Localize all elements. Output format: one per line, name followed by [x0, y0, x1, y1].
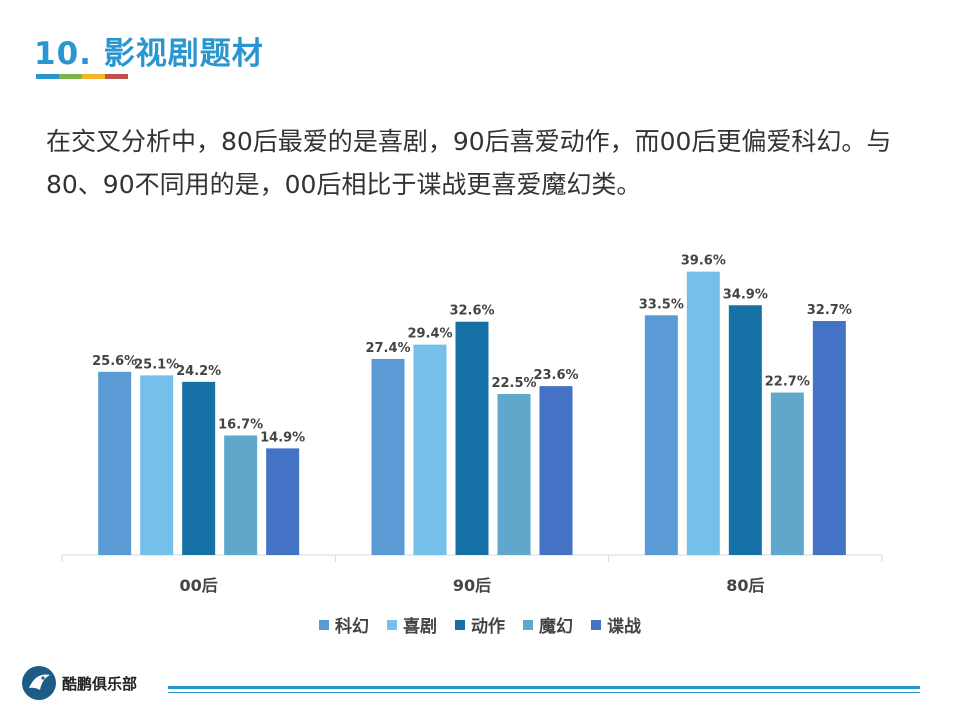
legend-swatch: [455, 619, 465, 630]
legend-item: 谍战: [591, 612, 641, 637]
bar-谍战: [539, 386, 573, 555]
legend-swatch: [387, 619, 397, 630]
logo-text: 酷鹏俱乐部: [62, 674, 138, 693]
footer-rule: [168, 686, 920, 689]
category-label: 00后: [180, 576, 218, 595]
data-label: 29.4%: [407, 327, 452, 342]
chart-legend: 科幻 喜剧 动作 魔幻 谍战: [0, 612, 960, 637]
bar-喜剧: [686, 271, 720, 555]
data-label: 24.2%: [176, 364, 221, 379]
bar-科幻: [644, 315, 678, 555]
page-title: 10. 影视剧题材: [34, 36, 264, 72]
legend-label: 动作: [471, 617, 505, 637]
bar-谍战: [266, 448, 300, 555]
analysis-text: 在交叉分析中，80后最爱的是喜剧，90后喜爱动作，而00后更偏爱科幻。与80、9…: [46, 127, 892, 199]
bar-魔幻: [770, 392, 804, 555]
title-underline-segment: [82, 74, 105, 79]
bar-魔幻: [224, 435, 258, 555]
brand-logo: 酷鹏俱乐部: [22, 666, 137, 700]
data-label: 14.9%: [260, 430, 305, 445]
bar-动作: [455, 321, 489, 555]
legend-label: 魔幻: [539, 617, 573, 637]
bar-魔幻: [497, 394, 531, 555]
legend-label: 喜剧: [403, 617, 437, 637]
data-label: 16.7%: [218, 418, 263, 433]
title-underline: [36, 74, 128, 79]
bar-动作: [728, 305, 762, 555]
title-underline-segment: [36, 74, 59, 79]
penguin-icon: [22, 666, 56, 700]
footer-rule-thin: [168, 692, 920, 693]
title-underline-segment: [59, 74, 82, 79]
data-label: 23.6%: [533, 368, 578, 383]
data-label: 34.9%: [723, 287, 768, 302]
legend-swatch: [523, 619, 533, 630]
data-label: 22.5%: [491, 376, 536, 391]
legend-swatch: [319, 619, 329, 630]
legend-item: 动作: [455, 612, 505, 637]
data-label: 27.4%: [365, 341, 410, 356]
bar-科幻: [98, 371, 132, 555]
title-underline-segment: [105, 74, 128, 79]
data-label: 32.7%: [807, 303, 852, 318]
legend-swatch: [591, 619, 601, 630]
bar-动作: [182, 381, 216, 555]
legend-item: 魔幻: [523, 612, 573, 637]
bar-科幻: [371, 358, 405, 555]
data-label: 25.6%: [92, 354, 137, 369]
data-label: 39.6%: [681, 254, 726, 269]
category-label: 80后: [726, 576, 764, 595]
bar-谍战: [812, 321, 846, 555]
legend-label: 科幻: [335, 617, 369, 637]
bar-喜剧: [413, 344, 447, 555]
legend-label: 谍战: [607, 617, 641, 637]
data-label: 22.7%: [765, 375, 810, 390]
legend-item: 科幻: [319, 612, 369, 637]
bar-喜剧: [140, 375, 174, 555]
legend-item: 喜剧: [387, 612, 437, 637]
data-label: 32.6%: [449, 304, 494, 319]
data-label: 33.5%: [639, 297, 684, 312]
category-label: 90后: [453, 576, 491, 595]
data-label: 25.1%: [134, 357, 179, 372]
